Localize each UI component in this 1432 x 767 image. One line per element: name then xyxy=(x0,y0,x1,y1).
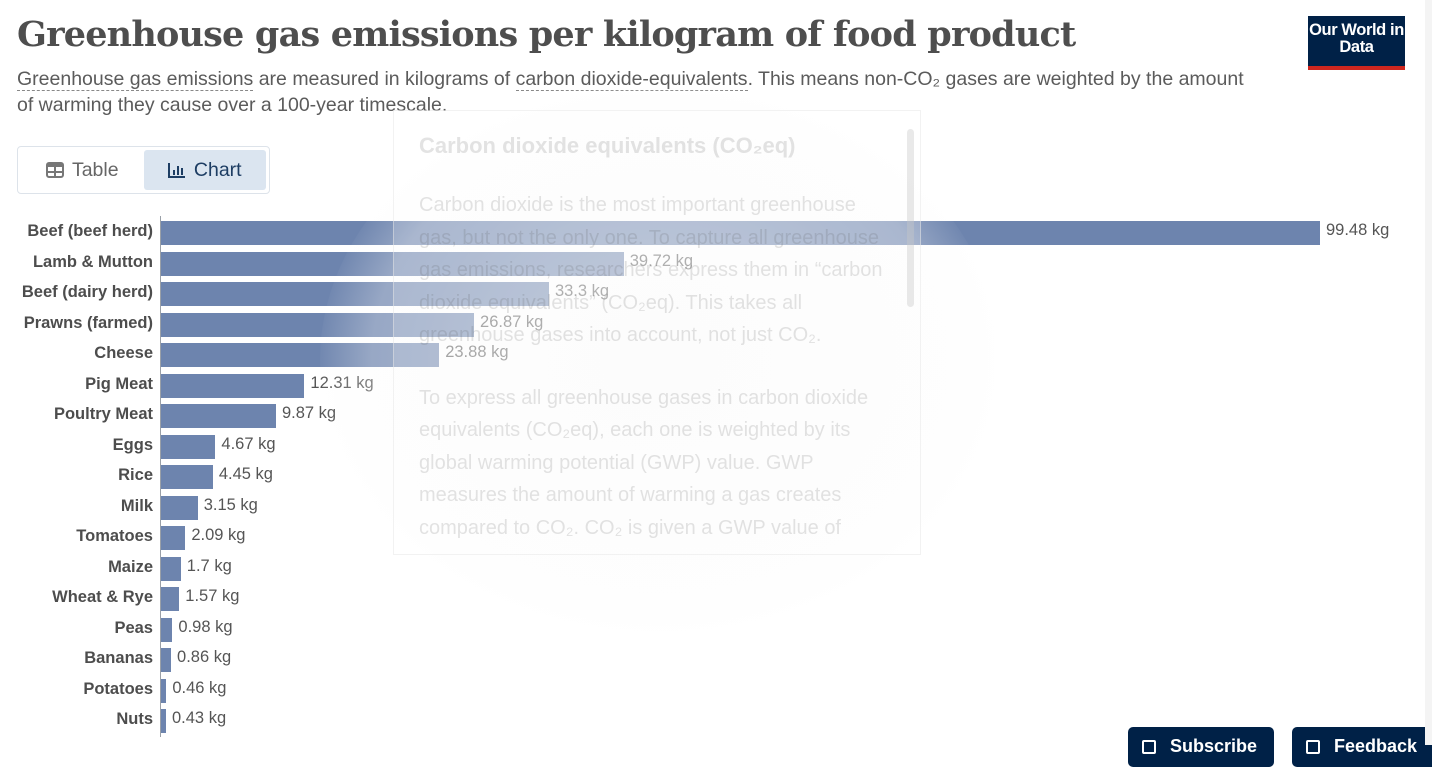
category-label: Maize xyxy=(108,557,153,576)
category-label: Poultry Meat xyxy=(53,405,153,423)
bar-row[interactable]: Peas 0.98 kg xyxy=(0,615,1432,645)
value-label: 99.48 kg xyxy=(1326,221,1390,239)
subscribe-label: Subscribe xyxy=(1170,736,1258,756)
bar-row[interactable]: Potatoes 0.46 kg xyxy=(0,676,1432,706)
value-label: 0.46 kg xyxy=(172,678,227,697)
owid-logo[interactable]: Our World in Data xyxy=(1308,16,1405,70)
bar[interactable] xyxy=(161,434,216,459)
category-label: Lamb & Mutton xyxy=(32,252,153,271)
category-label: Milk xyxy=(120,496,153,515)
bar[interactable] xyxy=(161,465,213,489)
category-label: Bananas xyxy=(84,649,153,667)
bar[interactable] xyxy=(161,404,276,428)
bar[interactable] xyxy=(161,495,198,520)
bar-row[interactable]: Bananas 0.86 kg xyxy=(0,645,1432,675)
tooltip-paragraph: Carbon dioxide is the most important gre… xyxy=(419,194,883,346)
page-scrollbar[interactable] xyxy=(1425,0,1432,745)
bar-row[interactable]: Maize 1.7 kg xyxy=(0,554,1432,584)
bar[interactable] xyxy=(161,556,181,581)
bar[interactable] xyxy=(161,373,305,398)
bar-row[interactable]: Eggs 4.67 kg xyxy=(0,432,1432,462)
bar[interactable] xyxy=(161,709,166,733)
bar[interactable] xyxy=(161,648,172,672)
bar[interactable] xyxy=(161,526,186,550)
value-label: 0.86 kg xyxy=(177,648,232,666)
bar-row[interactable]: Tomatoes 2.09 kg xyxy=(0,523,1432,553)
tooltip-scrollbar[interactable] xyxy=(907,129,914,307)
category-label: Wheat & Rye xyxy=(52,588,153,606)
bar[interactable] xyxy=(161,678,167,703)
feedback-icon xyxy=(1306,740,1320,754)
category-label: Rice xyxy=(118,466,153,484)
category-label: Potatoes xyxy=(83,679,153,698)
bar[interactable] xyxy=(161,587,180,611)
category-label: Beef (dairy herd) xyxy=(21,283,153,301)
chart-title: Greenhouse gas emissions per kilogram of… xyxy=(17,14,1076,55)
co2eq-definition-link[interactable]: carbon dioxide-equivalents xyxy=(515,68,748,91)
value-label: 4.67 kg xyxy=(221,434,276,453)
category-label: Prawns (farmed) xyxy=(23,313,153,332)
value-label: 4.45 kg xyxy=(218,465,273,483)
tab-chart-label: Chart xyxy=(193,158,242,181)
bar[interactable] xyxy=(161,617,173,642)
category-label: Pig Meat xyxy=(85,374,153,393)
category-label: Beef (beef herd) xyxy=(27,222,153,240)
category-label: Tomatoes xyxy=(76,527,153,545)
category-label: Peas xyxy=(114,618,153,637)
y-axis-line xyxy=(160,216,161,737)
definition-tooltip: Carbon dioxide equivalents (CO₂eq) Carbo… xyxy=(393,110,921,555)
subtitle-text: are measured in kilograms of xyxy=(253,68,516,90)
value-label: 0.43 kg xyxy=(172,709,227,727)
value-label: 12.31 kg xyxy=(310,373,374,392)
value-label: 1.57 kg xyxy=(185,587,240,605)
table-icon xyxy=(45,162,64,178)
feedback-button[interactable]: Feedback xyxy=(1292,727,1432,767)
subscribe-icon xyxy=(1142,740,1156,754)
category-label: Eggs xyxy=(112,435,153,454)
tooltip-paragraph: To express all greenhouse gases in carbo… xyxy=(419,386,869,539)
bar-row[interactable]: Milk 3.15 kg xyxy=(0,493,1432,523)
bar-row[interactable]: Wheat & Rye 1.57 kg xyxy=(0,584,1432,614)
category-label: Cheese xyxy=(94,344,153,362)
tab-table-label: Table xyxy=(71,158,119,181)
chart-subtitle: Greenhouse gas emissions are measured in… xyxy=(17,66,1257,118)
category-label: Nuts xyxy=(116,710,153,728)
value-label: 3.15 kg xyxy=(203,495,258,514)
ghg-definition-link[interactable]: Greenhouse gas emissions xyxy=(17,68,254,91)
value-label: 1.7 kg xyxy=(186,556,232,575)
subscribe-button[interactable]: Subscribe xyxy=(1128,727,1274,767)
bar-row[interactable]: Rice 4.45 kg xyxy=(0,462,1432,492)
value-label: 2.09 kg xyxy=(191,526,246,544)
view-toggle: Table Chart xyxy=(17,146,270,194)
feedback-label: Feedback xyxy=(1334,736,1418,756)
bar-row[interactable]: Nuts 0.43 kg xyxy=(0,706,1432,736)
value-label: 9.87 kg xyxy=(281,404,337,422)
tab-chart[interactable]: Chart xyxy=(143,150,266,190)
tab-table[interactable]: Table xyxy=(21,150,144,190)
value-label: 0.98 kg xyxy=(178,617,233,636)
tooltip-title: Carbon dioxide equivalents (CO₂eq) xyxy=(419,133,796,158)
bar-chart-icon xyxy=(167,163,185,178)
